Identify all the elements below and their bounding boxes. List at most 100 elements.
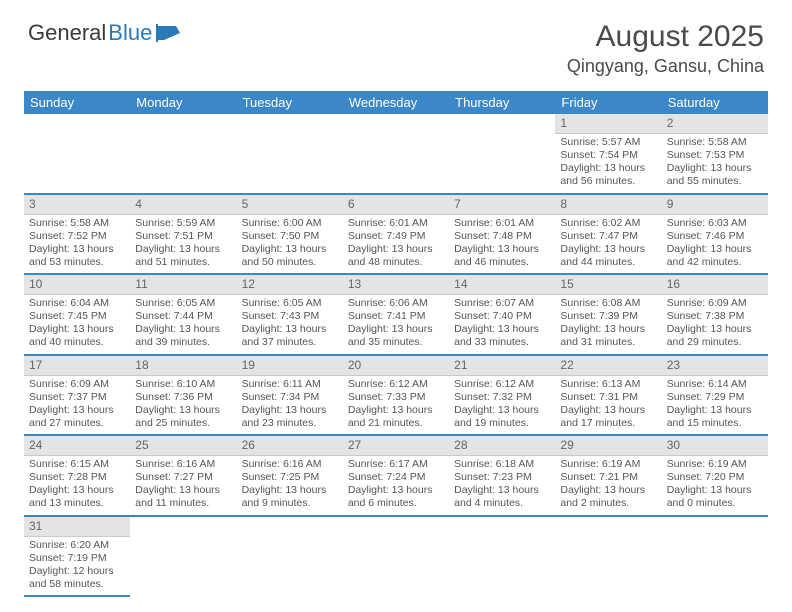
daylight-text: Daylight: 13 hours (348, 243, 444, 256)
day-cell: 8Sunrise: 6:02 AMSunset: 7:47 PMDaylight… (555, 195, 661, 274)
day-number: 6 (343, 195, 449, 215)
sunset-text: Sunset: 7:29 PM (667, 391, 763, 404)
daylight-text: and 31 minutes. (560, 336, 656, 349)
day-number: 21 (449, 356, 555, 376)
day-cell: 15 Sunrise: 6:08 AMSunset: 7:39 PMDayligh… (555, 275, 661, 354)
sunrise-text: Sunrise: 6:16 AM (242, 458, 338, 471)
daylight-text: and 56 minutes. (560, 175, 656, 188)
daylight-text: Daylight: 13 hours (560, 323, 656, 336)
daylight-text: and 27 minutes. (29, 417, 125, 430)
day-body: Sunrise: 5:58 AMSunset: 7:53 PMDaylight:… (662, 134, 768, 193)
day-cell: 22Sunrise: 6:13 AMSunset: 7:31 PMDayligh… (555, 356, 661, 435)
daylight-text: and 55 minutes. (667, 175, 763, 188)
sunset-text: Sunset: 7:33 PM (348, 391, 444, 404)
day-number: 4 (130, 195, 236, 215)
logo-text-1: General (28, 20, 106, 46)
sunrise-text: Sunrise: 6:06 AM (348, 297, 444, 310)
day-number: 13 (343, 275, 449, 295)
empty-cell (130, 114, 236, 193)
day-number: 15 (555, 275, 661, 295)
daylight-text: and 39 minutes. (135, 336, 231, 349)
daylight-text: Daylight: 13 hours (454, 243, 550, 256)
sunset-text: Sunset: 7:39 PM (560, 310, 656, 323)
day-number: 23 (662, 356, 768, 376)
day-cell: 18Sunrise: 6:10 AMSunset: 7:36 PMDayligh… (130, 356, 236, 435)
day-number: 18 (130, 356, 236, 376)
sunrise-text: Sunrise: 6:07 AM (454, 297, 550, 310)
sunrise-text: Sunrise: 6:14 AM (667, 378, 763, 391)
daylight-text: Daylight: 13 hours (667, 162, 763, 175)
week-row: 17Sunrise: 6:09 AMSunset: 7:37 PMDayligh… (24, 356, 768, 437)
day-body: Sunrise: 6:16 AMSunset: 7:25 PMDaylight:… (237, 456, 343, 515)
day-cell: 2Sunrise: 5:58 AMSunset: 7:53 PMDaylight… (662, 114, 768, 193)
sunrise-text: Sunrise: 6:19 AM (560, 458, 656, 471)
sunset-text: Sunset: 7:23 PM (454, 471, 550, 484)
day-body: Sunrise: 6:14 AMSunset: 7:29 PMDaylight:… (662, 376, 768, 435)
daylight-text: Daylight: 13 hours (135, 323, 231, 336)
day-number: 24 (24, 436, 130, 456)
day-cell: 7Sunrise: 6:01 AMSunset: 7:48 PMDaylight… (449, 195, 555, 274)
day-number: 29 (555, 436, 661, 456)
day-cell: 30Sunrise: 6:19 AMSunset: 7:20 PMDayligh… (662, 436, 768, 515)
sunrise-text: Sunrise: 6:01 AM (348, 217, 444, 230)
daylight-text: and 25 minutes. (135, 417, 231, 430)
daylight-text: and 44 minutes. (560, 256, 656, 269)
day-cell: 27Sunrise: 6:17 AMSunset: 7:24 PMDayligh… (343, 436, 449, 515)
sunset-text: Sunset: 7:54 PM (560, 149, 656, 162)
daylight-text: Daylight: 13 hours (135, 243, 231, 256)
day-body: Sunrise: 6:18 AMSunset: 7:23 PMDaylight:… (449, 456, 555, 515)
day-cell: 11Sunrise: 6:05 AMSunset: 7:44 PMDayligh… (130, 275, 236, 354)
sunrise-text: Sunrise: 6:10 AM (135, 378, 231, 391)
empty-cell (24, 114, 130, 193)
sunset-text: Sunset: 7:40 PM (454, 310, 550, 323)
daylight-text: and 9 minutes. (242, 497, 338, 510)
empty-cell (555, 517, 661, 598)
sunset-text: Sunset: 7:36 PM (135, 391, 231, 404)
day-header-row: SundayMondayTuesdayWednesdayThursdayFrid… (24, 91, 768, 114)
daylight-text: and 13 minutes. (29, 497, 125, 510)
day-number: 30 (662, 436, 768, 456)
sunrise-text: Sunrise: 6:04 AM (29, 297, 125, 310)
sunset-text: Sunset: 7:24 PM (348, 471, 444, 484)
day-body: Sunrise: 6:11 AMSunset: 7:34 PMDaylight:… (237, 376, 343, 435)
day-cell: 23Sunrise: 6:14 AMSunset: 7:29 PMDayligh… (662, 356, 768, 435)
sunrise-text: Sunrise: 6:08 AM (560, 297, 656, 310)
daylight-text: Daylight: 13 hours (667, 323, 763, 336)
daylight-text: and 0 minutes. (667, 497, 763, 510)
day-body: Sunrise: 5:57 AMSunset: 7:54 PMDaylight:… (555, 134, 661, 193)
sunset-text: Sunset: 7:19 PM (29, 552, 125, 565)
day-number: 31 (24, 517, 130, 537)
sunset-text: Sunset: 7:46 PM (667, 230, 763, 243)
sunrise-text: Sunrise: 5:57 AM (560, 136, 656, 149)
daylight-text: and 15 minutes. (667, 417, 763, 430)
sunset-text: Sunset: 7:48 PM (454, 230, 550, 243)
sunrise-text: Sunrise: 6:05 AM (242, 297, 338, 310)
empty-cell (130, 517, 236, 598)
daylight-text: Daylight: 13 hours (135, 484, 231, 497)
daylight-text: and 35 minutes. (348, 336, 444, 349)
day-body: Sunrise: 6:09 AMSunset: 7:37 PMDaylight:… (24, 376, 130, 435)
sunset-text: Sunset: 7:37 PM (29, 391, 125, 404)
day-body: Sunrise: 6:12 AMSunset: 7:32 PMDaylight:… (449, 376, 555, 435)
sunset-text: Sunset: 7:31 PM (560, 391, 656, 404)
day-body: Sunrise: 6:09 AMSunset: 7:38 PMDaylight:… (662, 295, 768, 354)
day-header: Monday (130, 91, 236, 114)
sunset-text: Sunset: 7:38 PM (667, 310, 763, 323)
daylight-text: Daylight: 13 hours (348, 484, 444, 497)
daylight-text: and 6 minutes. (348, 497, 444, 510)
title-location: Qingyang, Gansu, China (567, 56, 764, 77)
title-month: August 2025 (567, 20, 764, 54)
day-body: Sunrise: 6:15 AMSunset: 7:28 PMDaylight:… (24, 456, 130, 515)
daylight-text: Daylight: 13 hours (29, 323, 125, 336)
daylight-text: Daylight: 13 hours (454, 323, 550, 336)
sunset-text: Sunset: 7:47 PM (560, 230, 656, 243)
sunset-text: Sunset: 7:49 PM (348, 230, 444, 243)
daylight-text: Daylight: 13 hours (348, 404, 444, 417)
day-header: Thursday (449, 91, 555, 114)
week-row: 24Sunrise: 6:15 AMSunset: 7:28 PMDayligh… (24, 436, 768, 517)
day-cell: 20Sunrise: 6:12 AMSunset: 7:33 PMDayligh… (343, 356, 449, 435)
header: GeneralBlue August 2025 Qingyang, Gansu,… (0, 0, 792, 85)
day-body: Sunrise: 6:17 AMSunset: 7:24 PMDaylight:… (343, 456, 449, 515)
daylight-text: Daylight: 13 hours (242, 484, 338, 497)
daylight-text: and 58 minutes. (29, 578, 125, 591)
